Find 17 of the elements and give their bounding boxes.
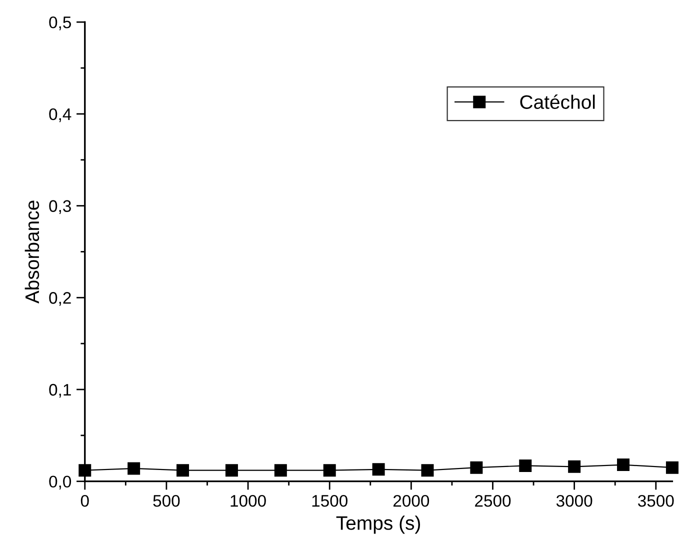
y-tick-label: 0,4 [49,108,72,122]
x-axis-title: Temps (s) [336,516,420,534]
y-tick-label: 0,2 [49,292,71,306]
y-tick-label: 0,5 [49,16,71,30]
y-tick-label: 0,1 [49,384,71,398]
x-tick-label: 500 [153,494,180,507]
x-tick-label: 3500 [638,494,674,507]
y-axis-title: Absorbance [24,200,40,304]
x-tick-label: 1000 [230,494,266,507]
x-tick-label: 2500 [475,494,511,507]
y-tick-label: 0,3 [49,200,71,214]
x-tick-label: 0 [80,494,89,507]
x-tick-label: 1500 [312,494,348,507]
x-tick-label: 3000 [556,494,592,507]
x-tick-label: 2000 [393,494,430,507]
y-tick-label: 0,0 [49,476,72,490]
legend-label: Catéchol [520,94,595,109]
